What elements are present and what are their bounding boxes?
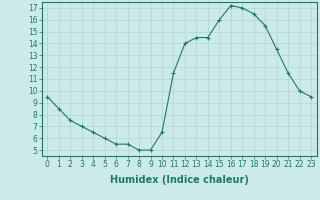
X-axis label: Humidex (Indice chaleur): Humidex (Indice chaleur) (110, 175, 249, 185)
